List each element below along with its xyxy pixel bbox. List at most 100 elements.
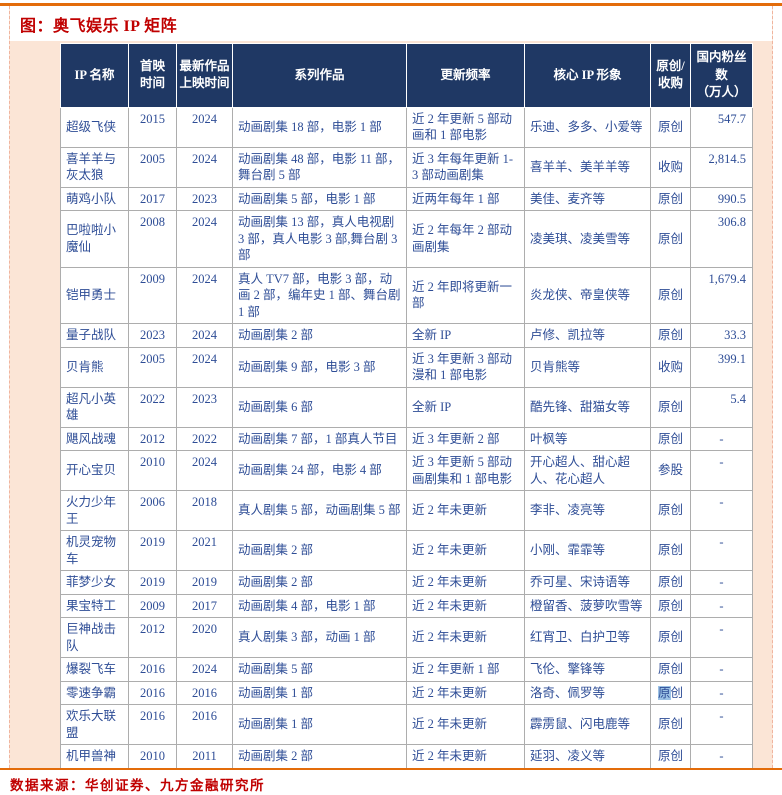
- cell-core-ip-characters: 李非、凌亮等: [524, 490, 651, 531]
- cell-series-works: 动画剧集 13 部，真人电视剧 3 部，真人电影 3 部,舞台剧 3 部: [232, 210, 407, 268]
- cell-first-air-year: 2016: [128, 680, 177, 705]
- cell-domestic-fans: 5.4: [690, 386, 753, 428]
- table-row: 喜羊羊与灰太狼 2005 2024 动画剧集 48 部，电影 11 部，舞台剧 5 部…: [60, 146, 753, 188]
- table-row: 超凡小英雄 2022 2023 动画剧集 6 部全新 IP 酷先锋、甜猫女等 原创 5.4: [60, 386, 753, 428]
- cell-domestic-fans: -: [690, 426, 753, 451]
- cell-ip-name: 贝肯熊: [60, 346, 129, 388]
- cell-update-frequency: 近 3 年更新 3 部动漫和 1 部电影: [406, 346, 525, 388]
- cell-series-works: 动画剧集 1 部: [232, 704, 407, 745]
- cell-update-frequency: 近两年每年 1 部: [406, 186, 525, 211]
- cell-core-ip-characters: 炎龙侠、帝皇侠等: [524, 266, 651, 324]
- cell-origin-type: 原创: [650, 426, 691, 451]
- figure-frame: 图：奥飞娱乐 IP 矩阵 IP 名称 首映 时间 最新作品 上映时间 系列作品 更新频率…: [9, 6, 773, 768]
- cell-domestic-fans: 306.8: [690, 210, 753, 268]
- cell-ip-name: 喜羊羊与灰太狼: [60, 146, 129, 188]
- cell-update-frequency: 近 2 年更新 1 部: [406, 657, 525, 682]
- cell-latest-release-year: 2024: [176, 450, 233, 491]
- figure-title-bar: 图：奥飞娱乐 IP 矩阵: [10, 6, 772, 41]
- cell-domestic-fans: -: [690, 680, 753, 705]
- cell-origin-type: 原创: [650, 386, 691, 428]
- cell-series-works: 真人剧集 5 部，动画剧集 5 部: [232, 490, 407, 531]
- table-area: IP 名称 首映 时间 最新作品 上映时间 系列作品 更新频率 核心 IP 形象 原创/ 收…: [10, 41, 772, 768]
- cell-series-works: 真人 TV7 部，电影 3 部，动画 2 部，编年史 1 部、舞台剧 1 部: [232, 266, 407, 324]
- cell-series-works: 动画剧集 6 部: [232, 386, 407, 428]
- cell-core-ip-characters: 开心超人、甜心超人、花心超人: [524, 450, 651, 491]
- cell-first-air-year: 2009: [128, 266, 177, 324]
- cell-ip-name: 零速争霸: [60, 680, 129, 705]
- cell-update-frequency: 近 3 年更新 5 部动画剧集和 1 部电影: [406, 450, 525, 491]
- top-orange-rule: [0, 3, 782, 6]
- cell-ip-name: 爆裂飞车: [60, 657, 129, 682]
- cell-latest-release-year: 2024: [176, 210, 233, 268]
- cell-first-air-year: 2005: [128, 346, 177, 388]
- cell-latest-release-year: 2020: [176, 617, 233, 658]
- cell-series-works: 动画剧集 2 部: [232, 530, 407, 571]
- cell-latest-release-year: 2011: [176, 744, 233, 768]
- cell-origin-type: 原创: [650, 680, 691, 705]
- cell-update-frequency: 近 2 年未更新: [406, 490, 525, 531]
- cell-update-frequency: 全新 IP: [406, 323, 525, 348]
- cell-domestic-fans: 990.5: [690, 186, 753, 211]
- cell-core-ip-characters: 橙留香、菠萝吹雪等: [524, 593, 651, 618]
- cell-series-works: 动画剧集 5 部: [232, 657, 407, 682]
- cell-series-works: 动画剧集 2 部: [232, 570, 407, 595]
- cell-update-frequency: 近 2 年更新 5 部动画和 1 部电影: [406, 106, 525, 148]
- cell-ip-name: 开心宝贝: [60, 450, 129, 491]
- cell-domestic-fans: 547.7: [690, 106, 753, 148]
- cell-domestic-fans: -: [690, 570, 753, 595]
- cell-latest-release-year: 2024: [176, 146, 233, 188]
- cell-update-frequency: 近 2 年未更新: [406, 617, 525, 658]
- cell-origin-type: 原创: [650, 744, 691, 768]
- data-source-text: 数据来源：华创证券、九方金融研究所: [10, 778, 265, 793]
- cell-ip-name: 火力少年王: [60, 490, 129, 531]
- cell-first-air-year: 2015: [128, 106, 177, 148]
- cell-ip-name: 超凡小英雄: [60, 386, 129, 428]
- cell-ip-name: 机灵宠物车: [60, 530, 129, 571]
- cell-ip-name: 巨神战击队: [60, 617, 129, 658]
- cell-update-frequency: 近 2 年未更新: [406, 744, 525, 768]
- cell-origin-type: 原创: [650, 210, 691, 268]
- cell-first-air-year: 2019: [128, 530, 177, 571]
- cell-origin-type: 原创: [650, 617, 691, 658]
- cell-origin-type: 原创: [650, 490, 691, 531]
- cell-domestic-fans: -: [690, 617, 753, 658]
- column-header-0: IP 名称: [60, 43, 129, 108]
- cell-series-works: 动画剧集 1 部: [232, 680, 407, 705]
- cell-core-ip-characters: 贝肯熊等: [524, 346, 651, 388]
- table-body: 超级飞侠 2015 2024 动画剧集 18 部，电影 1 部近 2 年更新 5 部动…: [60, 106, 753, 768]
- cell-ip-name: 超级飞侠: [60, 106, 129, 148]
- cell-series-works: 动画剧集 2 部: [232, 323, 407, 348]
- cell-origin-type: 原创: [650, 186, 691, 211]
- cell-origin-type: 原创: [650, 704, 691, 745]
- cell-core-ip-characters: 飞伦、擎锋等: [524, 657, 651, 682]
- cell-series-works: 动画剧集 5 部，电影 1 部: [232, 186, 407, 211]
- table-row: 萌鸡小队 2017 2023 动画剧集 5 部，电影 1 部近两年每年 1 部美佳、麦…: [60, 186, 753, 211]
- cell-ip-name: 巴啦啦小魔仙: [60, 210, 129, 268]
- cell-first-air-year: 2017: [128, 186, 177, 211]
- table-row: 火力少年王 2006 2018 真人剧集 5 部，动画剧集 5 部近 2 年未更新 李非…: [60, 490, 753, 531]
- cell-domestic-fans: -: [690, 450, 753, 491]
- table-row: 果宝特工 2009 2017 动画剧集 4 部，电影 1 部近 2 年未更新 橙留香、菠…: [60, 593, 753, 618]
- cell-origin-type: 原创: [650, 570, 691, 595]
- table-row: 巨神战击队 2012 2020 真人剧集 3 部，动画 1 部近 2 年未更新 红宵卫、…: [60, 617, 753, 658]
- cell-latest-release-year: 2018: [176, 490, 233, 531]
- cell-update-frequency: 近 2 年未更新: [406, 680, 525, 705]
- column-header-6: 原创/ 收购: [650, 43, 691, 108]
- cell-first-air-year: 2012: [128, 426, 177, 451]
- source-top-rule: [0, 768, 782, 770]
- source-bar: 数据来源：华创证券、九方金融研究所: [0, 770, 782, 795]
- cell-domestic-fans: -: [690, 530, 753, 571]
- table-row: 量子战队 2023 2024 动画剧集 2 部全新 IP 卢修、凯拉等 原创 33.3: [60, 323, 753, 348]
- selection-highlight: 原: [657, 685, 671, 700]
- cell-core-ip-characters: 红宵卫、白护卫等: [524, 617, 651, 658]
- table-row: 巴啦啦小魔仙 2008 2024 动画剧集 13 部，真人电视剧 3 部，真人电影 3…: [60, 210, 753, 268]
- cell-update-frequency: 近 2 年每年 2 部动画剧集: [406, 210, 525, 268]
- cell-ip-name: 机甲兽神: [60, 744, 129, 768]
- cell-core-ip-characters: 乔可星、宋诗语等: [524, 570, 651, 595]
- cell-ip-name: 量子战队: [60, 323, 129, 348]
- cell-first-air-year: 2006: [128, 490, 177, 531]
- cell-latest-release-year: 2024: [176, 657, 233, 682]
- cell-first-air-year: 2005: [128, 146, 177, 188]
- cell-origin-type: 原创: [650, 530, 691, 571]
- cell-first-air-year: 2010: [128, 744, 177, 768]
